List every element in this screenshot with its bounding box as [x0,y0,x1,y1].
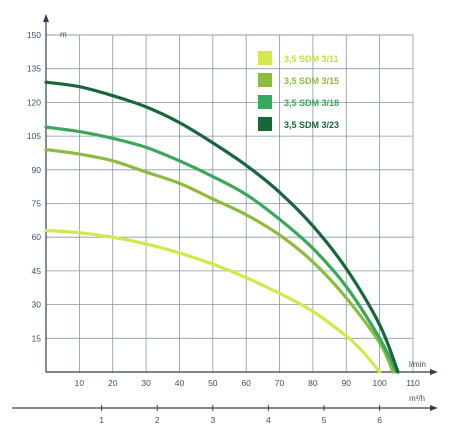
x2-tick-label: 4 [266,415,271,425]
y-tick-label: 120 [27,97,41,107]
y-unit-label: m [60,30,67,39]
axes [12,14,438,411]
legend-label: 3,5 SDM 3/23 [284,120,339,130]
x-tick-label: 100 [373,378,387,388]
x-tick-label: 40 [175,378,185,388]
x-tick-label: 10 [75,378,85,388]
legend-label: 3,5 SDM 3/11 [284,54,339,64]
x-tick-label: 90 [342,378,352,388]
x-axis-arrow [430,369,438,375]
legend-swatch [258,95,272,109]
series-line [44,80,400,374]
y-tick-label: 75 [32,199,42,209]
x2-tick-label: 5 [322,415,327,425]
y-tick-label: 105 [27,131,41,141]
series-line [44,125,398,374]
y-tick-label: 45 [32,266,42,276]
x-tick-label: 30 [141,378,151,388]
y-tick-label: 60 [32,232,42,242]
x-tick-label: 110 [406,378,420,388]
y-tick-label: 15 [32,333,42,343]
x2-tick-label: 1 [99,415,104,425]
y-tick-label: 150 [27,30,41,40]
x2-tick-label: 6 [377,415,382,425]
x-tick-label: 50 [208,378,218,388]
x-tick-label: 80 [308,378,318,388]
x-unit-label: l/min [409,360,426,369]
legend: 3,5 SDM 3/11 3,5 SDM 3/15 3,5 SDM 3/18 3,5 … [258,51,339,131]
x-tick-label: 60 [241,378,251,388]
legend-swatch [258,51,272,65]
x2-tick-label: 3 [210,415,215,425]
y-tick-label: 30 [32,300,42,310]
series-line [44,147,395,374]
x-tick-label: 20 [108,378,118,388]
y-tick-label: 90 [32,165,42,175]
legend-label: 3,5 SDM 3/18 [284,98,339,108]
legend-label: 3,5 SDM 3/15 [284,76,339,86]
grid [46,34,414,372]
y-axis-arrow [43,14,49,22]
x2-axis-arrow [430,405,438,411]
legend-swatch [258,117,272,131]
x-tick-label: 70 [275,378,285,388]
series-line [44,228,382,374]
y-tick-label: 135 [27,64,41,74]
x2-unit-label: m³/h [409,394,425,403]
legend-swatch [258,73,272,87]
x2-tick-label: 2 [155,415,160,425]
series-curves [44,80,400,374]
